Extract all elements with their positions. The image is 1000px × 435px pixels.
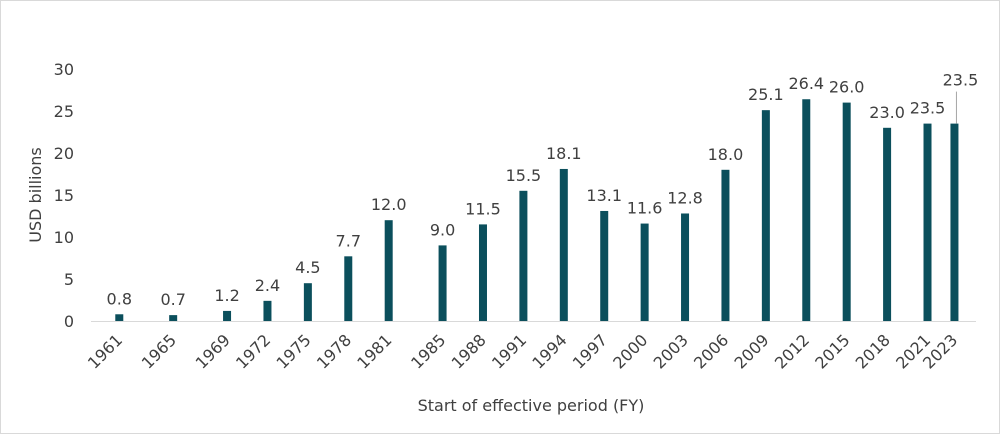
x-tick-label: 1972	[232, 330, 274, 372]
bar	[761, 110, 770, 321]
x-tick-label: 1961	[84, 330, 126, 372]
x-tick-label: 2018	[852, 330, 894, 372]
data-label: 23.5	[943, 71, 979, 90]
x-tick-label: 1975	[272, 330, 314, 372]
bar	[842, 102, 851, 321]
bar	[883, 127, 892, 321]
data-label: 2.4	[255, 276, 280, 295]
data-label: 7.7	[336, 231, 361, 250]
x-tick-label: 1969	[192, 330, 234, 372]
y-tick-label: 30	[54, 60, 74, 79]
bar	[950, 123, 959, 321]
bar	[681, 213, 690, 321]
x-tick-label: 2006	[690, 330, 732, 372]
x-tick-label: 1965	[138, 330, 180, 372]
data-label: 11.6	[627, 199, 663, 218]
x-tick-label: 1997	[569, 330, 611, 372]
y-tick-label: 0	[64, 312, 74, 331]
y-tick-label: 25	[54, 102, 74, 121]
x-tick-label: 2000	[609, 330, 651, 372]
x-axis-title: Start of effective period (FY)	[418, 396, 645, 415]
y-axis-ticks: 0 5 10 15 20 25 30	[54, 60, 74, 331]
data-label: 18.0	[708, 145, 744, 164]
bar	[384, 220, 393, 321]
data-label: 4.5	[295, 258, 320, 277]
bar	[478, 224, 487, 321]
y-tick-label: 15	[54, 186, 74, 205]
bar	[923, 123, 932, 321]
bar	[115, 314, 124, 321]
bar	[519, 190, 528, 321]
data-label: 25.1	[748, 85, 784, 104]
x-tick-label: 2015	[811, 330, 853, 372]
data-label: 11.5	[465, 199, 501, 218]
bar	[223, 310, 232, 321]
y-tick-label: 10	[54, 228, 74, 247]
x-tick-label: 1981	[353, 330, 395, 372]
x-tick-label: 2009	[730, 330, 772, 372]
data-label: 12.0	[371, 195, 407, 214]
data-label: 23.5	[910, 99, 946, 118]
bar	[169, 315, 178, 321]
bars	[115, 99, 959, 322]
x-tick-label: 1988	[448, 330, 490, 372]
y-axis-title: USD billions	[26, 147, 45, 242]
bar	[263, 300, 272, 321]
data-label: 0.7	[160, 290, 185, 309]
data-label: 1.2	[214, 286, 239, 305]
data-labels: 0.8 0.7 1.2 2.4 4.5 7.7 12.0 9.0 11.5 15.518.1 13.…	[107, 71, 979, 310]
bar	[559, 168, 568, 321]
y-tick-label: 20	[54, 144, 74, 163]
x-tick-label: 2003	[650, 330, 692, 372]
bar	[600, 210, 609, 321]
data-label: 9.0	[430, 220, 455, 239]
data-label: 15.5	[506, 166, 542, 185]
x-tick-label: 1994	[528, 330, 570, 372]
bar	[344, 256, 353, 321]
data-label: 18.1	[546, 144, 582, 163]
y-tick-label: 5	[64, 270, 74, 289]
bar	[802, 99, 811, 322]
bar	[303, 283, 312, 321]
x-tick-label: 1991	[488, 330, 530, 372]
bar	[640, 223, 649, 321]
data-label: 26.0	[829, 78, 865, 97]
data-label: 0.8	[107, 289, 132, 308]
data-label: 23.0	[869, 103, 905, 122]
bar	[721, 169, 730, 321]
data-label: 26.4	[788, 74, 824, 93]
data-label: 12.8	[667, 188, 703, 207]
x-tick-label: 1985	[407, 330, 449, 372]
x-tick-label: 2012	[771, 330, 813, 372]
bar	[438, 245, 447, 321]
data-label: 13.1	[586, 186, 622, 205]
x-tick-label: 1978	[313, 330, 355, 372]
